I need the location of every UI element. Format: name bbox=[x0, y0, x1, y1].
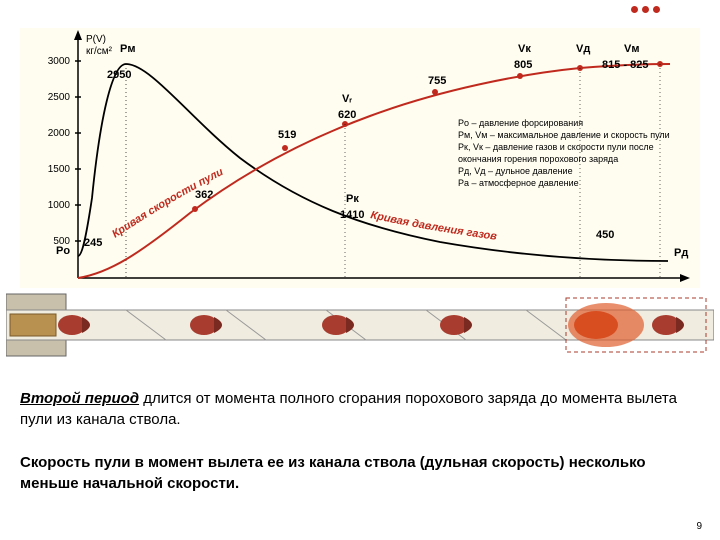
pressure-val-245: 245 bbox=[84, 237, 102, 249]
p1-lead: Второй период bbox=[20, 390, 139, 407]
ytick: 3000 bbox=[48, 56, 71, 67]
marker-vd: Vд bbox=[576, 43, 590, 55]
legend-line: Pо – давление форсирования bbox=[458, 118, 583, 128]
ytick: 1000 bbox=[48, 200, 71, 211]
marker-po: Pо bbox=[56, 245, 70, 257]
vel-620: 620 bbox=[338, 109, 356, 121]
pressure-val-450: 450 bbox=[596, 229, 614, 241]
y-axis-title: P(V) bbox=[86, 34, 106, 45]
ballistics-chart: 500 1000 1500 2000 2500 3000 P(V) кг/см²… bbox=[20, 28, 700, 288]
ytick: 1500 bbox=[48, 164, 71, 175]
barrel-diagram bbox=[6, 290, 714, 360]
legend-line: Pд, Vд – дульное давление bbox=[458, 166, 573, 176]
page-indicator-dots bbox=[631, 6, 660, 13]
dot bbox=[642, 6, 649, 13]
marker-pm: Pм bbox=[120, 43, 135, 55]
pressure-val-1410: 1410 bbox=[340, 209, 364, 221]
legend-line: Pк, Vк – давление газов и скорости пули … bbox=[458, 142, 654, 152]
legend-line: окончания горения порохового заряда bbox=[458, 154, 618, 164]
vel-805: 805 bbox=[514, 59, 532, 71]
vel-519: 519 bbox=[278, 129, 296, 141]
dot bbox=[631, 6, 638, 13]
paragraph-1: Второй период длится от момента полного … bbox=[20, 388, 700, 430]
marker-pd: Pд bbox=[674, 247, 688, 259]
legend-line: Pм, Vм – максимальное давление и скорост… bbox=[458, 130, 670, 140]
legend-line: Pа – атмосферное давление bbox=[458, 178, 579, 188]
ytick: 2500 bbox=[48, 92, 71, 103]
paragraph-2: Скорость пули в момент вылета ее из кана… bbox=[20, 452, 700, 494]
ytick: 2000 bbox=[48, 128, 71, 139]
marker-vm: Vм bbox=[624, 43, 639, 55]
marker-vk: Vк bbox=[518, 43, 531, 55]
marker-vr: Vᵣ bbox=[342, 93, 352, 105]
page-number: 9 bbox=[696, 521, 702, 532]
pressure-val-2950: 2950 bbox=[107, 69, 131, 81]
y-axis-unit: кг/см² bbox=[86, 46, 113, 57]
muzzle-range: 815 - 825 bbox=[602, 59, 648, 71]
dot bbox=[653, 6, 660, 13]
vel-755: 755 bbox=[428, 75, 446, 87]
marker-pk: Pк bbox=[346, 193, 359, 205]
